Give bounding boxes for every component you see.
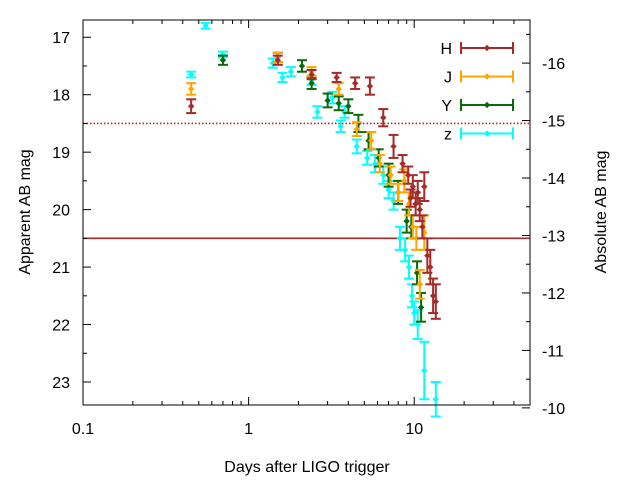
data-point-H xyxy=(416,206,423,213)
legend-label: Y xyxy=(441,98,452,115)
x-axis-title: Days after LIGO trigger xyxy=(224,459,390,476)
y-tick-label-right: -15 xyxy=(542,114,565,131)
y-tick-label: 20 xyxy=(52,203,70,220)
data-point-Y xyxy=(403,217,410,225)
data-point-H xyxy=(351,80,359,87)
data-point-Y xyxy=(324,97,331,104)
legend-item-H: H xyxy=(440,41,514,58)
plot-frame xyxy=(82,19,531,406)
data-point-Y xyxy=(413,269,421,277)
data-point-J xyxy=(368,137,375,144)
y-axis-title-right: Absolute AB mag xyxy=(593,151,610,274)
data-point-Y xyxy=(345,102,352,110)
data-point-z xyxy=(364,154,371,162)
series-H xyxy=(186,54,441,320)
legend-label: J xyxy=(444,70,452,87)
data-point-z xyxy=(385,186,392,193)
y-tick-label: 18 xyxy=(52,88,70,105)
data-point-J xyxy=(187,85,195,93)
data-point-z xyxy=(401,246,409,254)
data-point-z xyxy=(353,143,361,150)
data-point-J xyxy=(394,189,402,196)
data-point-Y xyxy=(417,304,425,311)
legend-item-Y: Y xyxy=(441,98,514,115)
y-tick-label-right: -16 xyxy=(542,56,565,73)
data-point-J xyxy=(376,160,384,167)
data-point-z xyxy=(421,367,428,374)
data-point-Y xyxy=(298,62,306,70)
y-tick-label-right: -14 xyxy=(542,171,565,188)
data-point-H xyxy=(409,183,416,190)
legend-label: z xyxy=(444,127,452,144)
data-point-H xyxy=(432,298,440,305)
y-tick-label-right: -13 xyxy=(542,228,565,245)
data-point-H xyxy=(427,263,434,271)
reference-lines xyxy=(83,122,530,240)
y-tick-label-right: -10 xyxy=(542,401,565,418)
data-point-H xyxy=(274,57,281,64)
legend-item-z: z xyxy=(444,127,514,144)
y-tick-label-right: -12 xyxy=(542,286,565,303)
legend-marker xyxy=(483,73,491,80)
data-point-z xyxy=(287,68,295,75)
data-point-H xyxy=(421,183,428,190)
data-point-z xyxy=(337,123,344,130)
data-point-J xyxy=(353,125,361,133)
data-point-J xyxy=(413,235,420,242)
x-tick-label: 0.1 xyxy=(72,421,94,438)
legend-marker xyxy=(483,130,491,137)
data-point-z xyxy=(432,396,440,403)
data-point-z xyxy=(396,235,404,242)
data-point-z xyxy=(371,160,379,167)
data-point-H xyxy=(429,292,437,300)
data-point-z xyxy=(380,171,387,179)
data-point-z xyxy=(408,292,416,300)
y-tick-label: 22 xyxy=(52,318,70,335)
data-point-z xyxy=(202,22,209,29)
data-point-z xyxy=(411,309,418,317)
data-point-H xyxy=(308,71,315,78)
data-point-H xyxy=(419,223,426,231)
data-point-J xyxy=(401,177,408,185)
legend-label: H xyxy=(440,41,452,58)
data-point-H xyxy=(390,143,397,150)
data-point-z xyxy=(405,263,413,271)
legend-item-J: J xyxy=(444,70,514,87)
y-tick-label: 21 xyxy=(52,260,70,277)
data-point-z xyxy=(279,74,286,81)
y-tick-label: 23 xyxy=(52,375,70,392)
data-point-J xyxy=(416,281,423,288)
data-point-H xyxy=(424,252,431,259)
data-series xyxy=(186,21,441,418)
data-point-J xyxy=(387,171,394,179)
data-point-z xyxy=(314,108,321,116)
y-tick-label-right: -11 xyxy=(542,343,564,360)
legend-marker xyxy=(483,101,491,109)
y-tick-label: 17 xyxy=(52,30,70,47)
data-point-Y xyxy=(219,57,227,64)
data-point-H xyxy=(380,114,387,121)
y-tick-label: 19 xyxy=(52,145,70,162)
data-point-z xyxy=(414,321,421,328)
data-point-J xyxy=(335,85,342,93)
data-point-H xyxy=(399,160,406,167)
axis-ticks xyxy=(82,20,531,409)
tick-labels: 0.1 1 10 17 18 19 20 21 22 23 -16 -15 -14 -13 -12 -11 -1… xyxy=(52,30,565,438)
data-point-H xyxy=(187,102,195,110)
data-point-z xyxy=(187,71,195,78)
y-axis-title: Apparent AB mag xyxy=(17,149,34,274)
data-point-H xyxy=(333,74,340,81)
data-point-H xyxy=(414,189,421,196)
data-point-H xyxy=(366,82,374,90)
data-point-Y xyxy=(335,100,342,107)
legend-marker xyxy=(483,44,491,52)
x-tick-label: 1 xyxy=(244,421,253,438)
data-point-Y xyxy=(308,80,315,87)
x-tick-label: 10 xyxy=(405,421,423,438)
